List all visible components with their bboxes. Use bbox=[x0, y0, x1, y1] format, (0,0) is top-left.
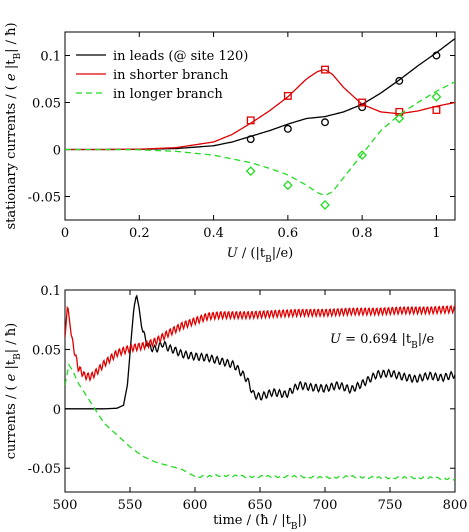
top-chart-frame bbox=[64, 31, 456, 221]
top-chart-xlabel: U / (|tB|/e) bbox=[227, 246, 293, 265]
bottom-xtick-label: 800 bbox=[443, 498, 468, 513]
top-marker-diamond bbox=[320, 200, 330, 210]
bottom-xtick-label: 600 bbox=[183, 498, 208, 513]
bottom-series-line-longer bbox=[65, 363, 455, 481]
top-marker-square bbox=[321, 65, 329, 74]
bottom-xtick-label: 700 bbox=[313, 498, 338, 513]
bottom-xtick-label: 550 bbox=[118, 498, 143, 513]
bottom-ytick-label: -0.05 bbox=[28, 462, 61, 477]
top-chart-ticks: 0 0.2 0.4 0.6 0.8 1 -0.05 0 0.05 0.1 bbox=[28, 32, 455, 241]
top-marker-circle bbox=[321, 118, 329, 127]
top-marker-circle bbox=[432, 51, 441, 60]
top-xtick-label: 0.8 bbox=[352, 226, 373, 241]
top-marker-diamond bbox=[245, 166, 256, 177]
top-ytick-label: 0.1 bbox=[40, 50, 61, 65]
top-marker-square bbox=[358, 98, 367, 107]
bottom-chart-xlabel: time / (ħ / |tB|) bbox=[213, 513, 307, 532]
top-marker-square bbox=[246, 116, 255, 125]
top-chart-series bbox=[65, 38, 455, 210]
top-xtick-label: 0.6 bbox=[278, 226, 299, 241]
top-marker-circle bbox=[246, 135, 255, 144]
top-marker-square bbox=[432, 106, 441, 114]
legend-label-leads: in leads (@ site 120) bbox=[113, 49, 248, 64]
bottom-chart-frame bbox=[64, 289, 456, 493]
legend-label-shorter: in shorter branch bbox=[113, 68, 229, 83]
top-marker-diamond bbox=[357, 150, 368, 161]
bottom-ytick-label: 0.1 bbox=[40, 284, 61, 299]
bottom-xtick-label: 750 bbox=[378, 498, 403, 513]
top-xtick-label: 0 bbox=[61, 226, 69, 241]
bottom-chart-ticks: 500 550 600 650 700 750 800 -0.05 0 0.05 0.1 bbox=[28, 284, 468, 513]
top-marker-circle bbox=[395, 76, 404, 85]
top-marker-diamond bbox=[431, 91, 442, 102]
bottom-chart: 500 550 600 650 700 750 800 -0.05 0 0.05 0.1 U = 0… bbox=[4, 284, 467, 532]
top-xtick-label: 0.4 bbox=[203, 226, 224, 241]
bottom-series-line-leads bbox=[65, 294, 455, 410]
bottom-xtick-label: 500 bbox=[53, 498, 78, 513]
top-marker-square bbox=[283, 91, 292, 100]
legend-label-longer: in longer branch bbox=[113, 87, 223, 102]
top-ytick-label: -0.05 bbox=[28, 191, 61, 206]
top-marker-circle bbox=[283, 124, 292, 133]
bottom-chart-annotation: U = 0.694 |tB|/e bbox=[330, 332, 434, 351]
bottom-ytick-label: 0 bbox=[53, 403, 61, 418]
top-xtick-label: 1 bbox=[432, 226, 440, 241]
top-marker-diamond bbox=[394, 113, 405, 124]
top-chart: 0 0.2 0.4 0.6 0.8 1 -0.05 0 0.05 0.1 in leads (@ … bbox=[4, 22, 456, 265]
top-ytick-label: 0 bbox=[53, 144, 61, 159]
bottom-xtick-label: 650 bbox=[248, 498, 273, 513]
bottom-chart-ylabel: currents / ( e |tB| / ħ) bbox=[4, 323, 23, 459]
bottom-chart-series bbox=[65, 294, 455, 481]
top-marker-diamond bbox=[282, 180, 293, 191]
top-ytick-label: 0.05 bbox=[32, 97, 61, 112]
top-xtick-label: 0.2 bbox=[129, 226, 150, 241]
bottom-series-line-shorter bbox=[65, 305, 455, 383]
top-series-line-longer bbox=[65, 81, 455, 196]
top-chart-ylabel: stationary currents / ( e |tB| / ħ) bbox=[4, 22, 23, 229]
bottom-ytick-label: 0.05 bbox=[32, 343, 61, 358]
top-chart-legend: in leads (@ site 120) in shorter branch in… bbox=[76, 49, 248, 102]
